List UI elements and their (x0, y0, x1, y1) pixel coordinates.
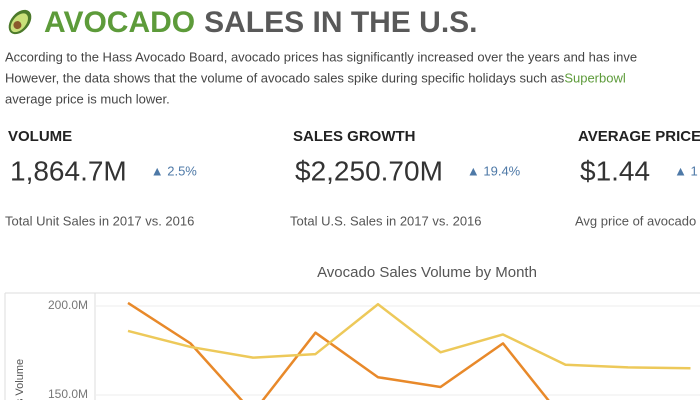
chart-title: Avocado Sales Volume by Month (317, 264, 537, 281)
line (127, 301, 550, 400)
kpi-label: AVERAGE PRICE (578, 128, 700, 145)
plot (127, 301, 691, 400)
description: average price is much lower. (5, 91, 170, 106)
description-highlight: Superbowl (564, 70, 626, 85)
avocado-icon (8, 9, 32, 35)
description: However, the data shows that the volume … (5, 70, 565, 85)
kpi-value: 1,864.7M (10, 155, 127, 186)
kpi-note: Total Unit Sales in 2017 vs. 2016 (5, 213, 194, 228)
y-tick-label: 200.0M (48, 298, 88, 312)
title: SALES IN THE U.S. (204, 6, 477, 39)
kpi-value: $2,250.70M (295, 155, 443, 186)
line (127, 302, 691, 370)
kpi-label: VOLUME (8, 128, 72, 145)
kpi-value: $1.44 (580, 155, 650, 186)
kpi-label: SALES GROWTH (293, 128, 416, 145)
kpi-note: Total U.S. Sales in 2017 vs. 2016 (290, 213, 482, 228)
kpi-change: ▲ 2.5% (151, 163, 198, 178)
y-axis-label: s Volume (14, 359, 26, 400)
title-highlight: AVOCADO (44, 6, 195, 39)
kpi-change: ▲ 1 (674, 163, 698, 178)
y-tick-label: 150.0M (48, 387, 88, 400)
kpi-change: ▲ 19.4% (467, 163, 521, 178)
description: According to the Hass Avocado Board, avo… (5, 49, 637, 64)
kpi-note: Avg price of avocado (575, 213, 696, 228)
